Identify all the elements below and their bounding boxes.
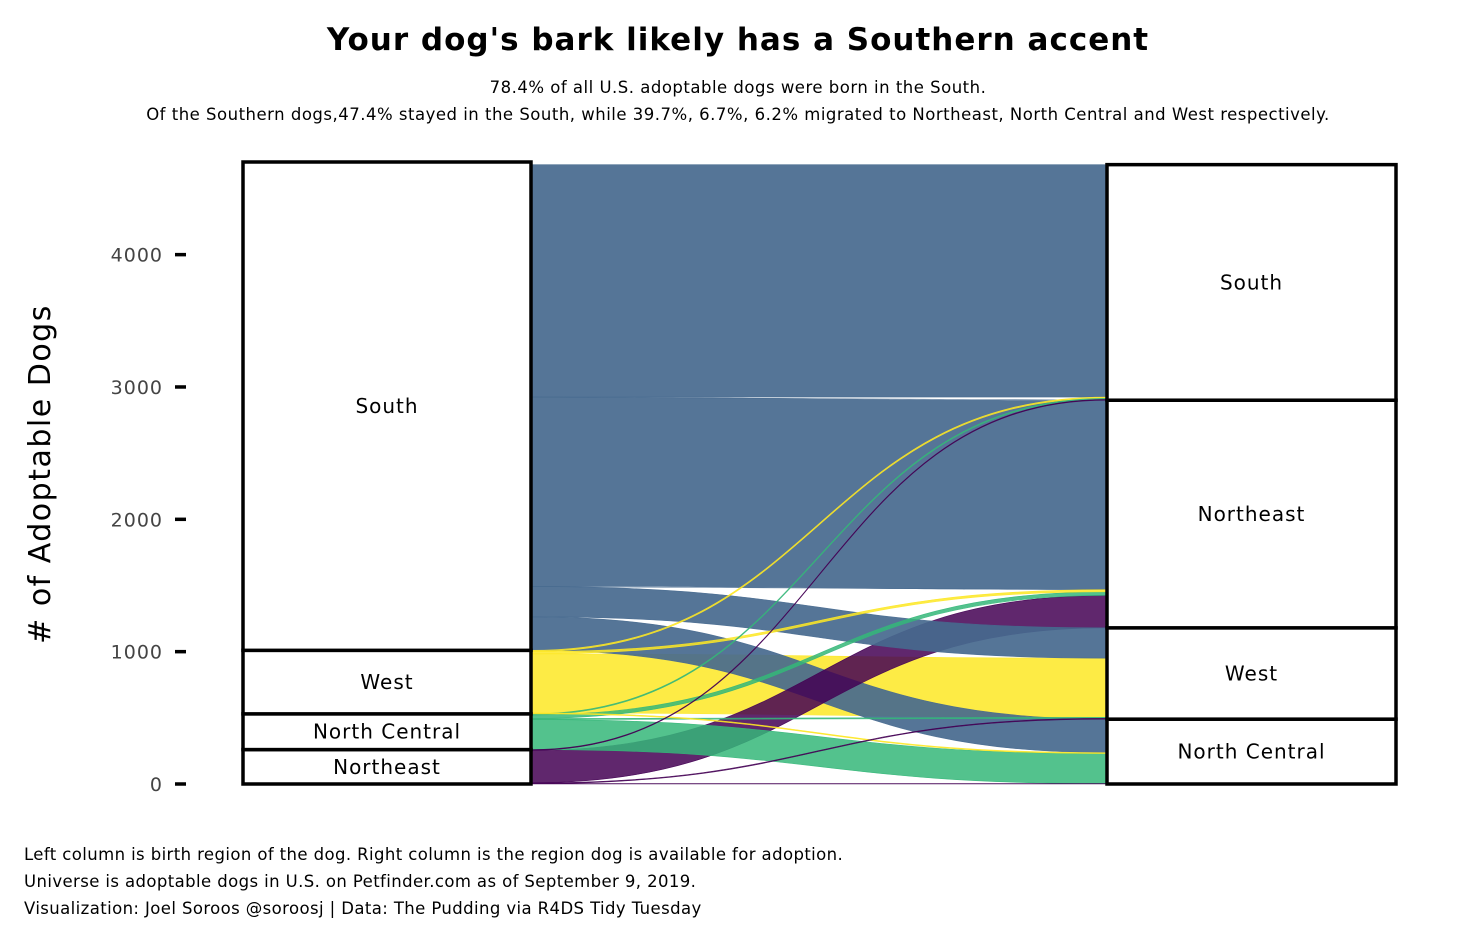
y-axis-label: # of Adoptable Dogs (23, 304, 58, 644)
flow-south-to-south (530, 164, 1108, 398)
right-stratum-west (1105, 626, 1398, 721)
flow-south-to-northeast (530, 396, 1108, 591)
caption-line-1: Left column is birth region of the dog. … (24, 845, 844, 864)
y-tick-label-2000: 2000 (111, 509, 163, 531)
chart-title: Your dog's bark likely has a Southern ac… (326, 22, 1150, 58)
y-tick-label-4000: 4000 (111, 245, 163, 267)
right-stratum-northeast (1105, 398, 1398, 630)
right-stratum-south (1105, 162, 1398, 402)
chart-subtitle-line-2: Of the Southern dogs,47.4% stayed in the… (146, 105, 1330, 124)
stratum-layer: Northeast North Central West South North Cen… (241, 160, 1398, 786)
chart-subtitle-line-1: 78.4% of all U.S. adoptable dogs were bo… (489, 78, 987, 97)
flow-layer (530, 164, 1108, 785)
right-stratum-label-south: South (1220, 270, 1283, 294)
left-stratum-label-northeast: Northeast (333, 755, 441, 779)
left-stratum-south (241, 160, 533, 653)
left-stratum-label-south: South (355, 394, 418, 418)
y-tick-label-0: 0 (150, 774, 163, 796)
left-stratum-label-north-central: North Central (313, 720, 461, 744)
y-tick-label-1000: 1000 (111, 642, 163, 664)
right-stratum-label-west: West (1225, 661, 1278, 685)
right-stratum-north-central (1105, 717, 1398, 786)
right-stratum-label-north-central: North Central (1177, 740, 1325, 764)
left-stratum-northeast (241, 747, 533, 786)
y-tick-label-3000: 3000 (111, 377, 163, 399)
right-stratum-label-northeast: Northeast (1198, 502, 1306, 526)
left-stratum-north-central (241, 712, 533, 752)
caption-line-2: Universe is adoptable dogs in U.S. on Pe… (24, 872, 697, 891)
y-axis: 0 1000 2000 3000 4000 # of Adoptable Dogs (23, 245, 186, 796)
left-stratum-label-west: West (360, 670, 413, 694)
caption-line-3: Visualization: Joel Soroos @soroosj | Da… (24, 899, 702, 918)
